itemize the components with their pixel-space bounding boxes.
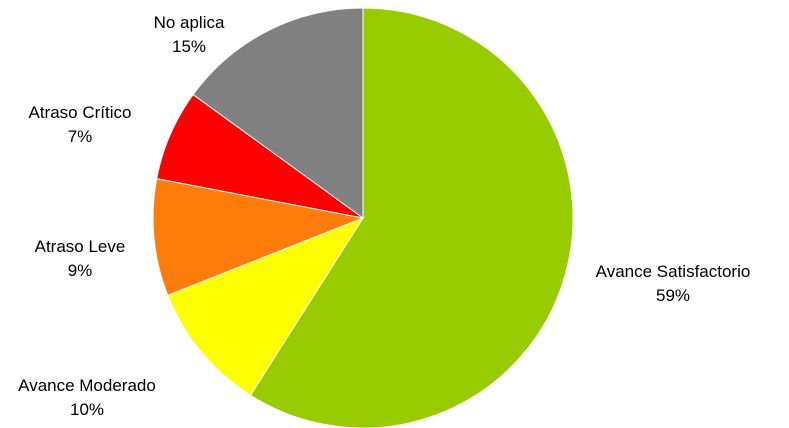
pie-slice-atraso-leve [152,178,365,296]
slice-value-label: 15% [172,37,206,56]
slice-label: Avance Satisfactorio [596,262,751,281]
slice-value-label: 10% [70,400,104,419]
slice-label: Atraso Leve [35,237,126,256]
slice-labels: Avance Satisfactorio 59% Avance Moderado 10… [18,13,750,419]
slice-label: No aplica [154,13,225,32]
pie-slice-no-aplica [192,7,364,219]
slice-value-label: 9% [68,261,93,280]
pie-slices [152,7,574,428]
slice-label: Atraso Crítico [29,103,132,122]
slice-value-label: 59% [656,286,690,305]
pie-slice-avance-moderado [167,216,365,397]
slice-value-label: 7% [68,127,93,146]
slice-label: Avance Moderado [18,376,156,395]
